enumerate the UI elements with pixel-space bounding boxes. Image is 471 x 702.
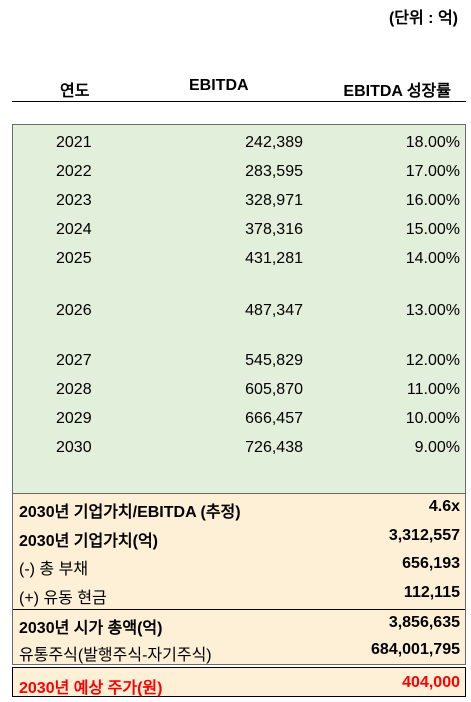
year-cell: 2026	[56, 302, 92, 319]
summary-row: 2030년 기업가치/EBITDA (추정) 4.6x	[13, 494, 465, 522]
divider	[13, 609, 465, 610]
header-ebitda: EBITDA	[189, 77, 249, 94]
year-cell: 2029	[56, 410, 92, 427]
ebitda-cell: 283,595	[245, 163, 303, 180]
ebitda-cell: 328,971	[245, 192, 303, 209]
table-row: 2029 666,457 10.00%	[13, 408, 465, 432]
unit-note: (단위 : 억)	[388, 10, 458, 27]
summary-label: 2030년 시가 총액(억)	[19, 620, 163, 637]
ebitda-cell: 605,870	[245, 381, 303, 398]
summary-row: (+) 유동 현금 112,115	[13, 580, 465, 608]
summary-label: 2030년 기업가치/EBITDA (추정)	[19, 504, 241, 521]
growth-cell: 13.00%	[405, 302, 460, 319]
table-row: 2024 378,316 15.00%	[13, 219, 465, 243]
ebitda-cell: 726,438	[245, 439, 303, 456]
growth-cell: 12.00%	[405, 352, 460, 369]
year-cell: 2030	[56, 439, 92, 456]
ebitda-cell: 487,347	[245, 302, 303, 319]
expected-share-price-row: 2030년 예상 주가(원) 404,000	[12, 667, 466, 697]
ebitda-cell: 431,281	[245, 250, 303, 267]
summary-label: 2030년 기업가치(억)	[19, 533, 159, 550]
table-row: 2027 545,829 12.00%	[13, 350, 465, 374]
table-row: 2030 726,438 9.00%	[13, 437, 465, 461]
table-row: 2022 283,595 17.00%	[13, 161, 465, 185]
table-row: 2021 242,389 18.00%	[13, 132, 465, 156]
year-cell: 2024	[56, 221, 92, 238]
ebitda-table-body: 2021 242,389 18.00% 2022 283,595 17.00% …	[12, 124, 466, 493]
table-header: 연도 EBITDA EBITDA 성장률	[12, 75, 466, 102]
table-row: 2023 328,971 16.00%	[13, 190, 465, 214]
growth-cell: 10.00%	[405, 410, 460, 427]
final-value: 404,000	[402, 674, 460, 691]
summary-row: 2030년 기업가치(억) 3,312,557	[13, 523, 465, 551]
ebitda-cell: 666,457	[245, 410, 303, 427]
table-row: 2026 487,347 13.00%	[13, 300, 465, 324]
summary-label: 유통주식(발행주식-자기주식)	[19, 647, 212, 664]
ebitda-cell: 378,316	[245, 221, 303, 238]
summary-value: 3,856,635	[388, 614, 460, 631]
summary-value: 684,001,795	[371, 641, 460, 658]
growth-cell: 15.00%	[405, 221, 460, 238]
summary-label: (-) 총 부채	[19, 561, 89, 578]
year-cell: 2022	[56, 163, 92, 180]
summary-label: (+) 유동 현금	[19, 590, 107, 607]
year-cell: 2021	[56, 134, 92, 151]
summary-row: (-) 총 부채 656,193	[13, 551, 465, 579]
growth-cell: 18.00%	[405, 134, 460, 151]
summary-value: 656,193	[402, 555, 460, 572]
growth-cell: 16.00%	[405, 192, 460, 209]
summary-value: 3,312,557	[388, 527, 460, 544]
header-year: 연도	[60, 83, 90, 100]
summary-value: 4.6x	[428, 498, 460, 515]
growth-cell: 14.00%	[405, 250, 460, 267]
table-row: 2028 605,870 11.00%	[13, 379, 465, 403]
year-cell: 2023	[56, 192, 92, 209]
year-cell: 2027	[56, 352, 92, 369]
summary-row: 유통주식(발행주식-자기주식) 684,001,795	[13, 637, 465, 665]
ebitda-cell: 242,389	[245, 134, 303, 151]
valuation-summary: 2030년 기업가치/EBITDA (추정) 4.6x 2030년 기업가치(억…	[12, 493, 466, 665]
growth-cell: 17.00%	[405, 163, 460, 180]
header-growth: EBITDA 성장률	[343, 83, 451, 100]
year-cell: 2025	[56, 250, 92, 267]
final-label: 2030년 예상 주가(원)	[19, 680, 163, 697]
summary-value: 112,115	[403, 584, 460, 601]
growth-cell: 9.00%	[414, 439, 460, 456]
summary-row: 2030년 시가 총액(억) 3,856,635	[13, 610, 465, 638]
year-cell: 2028	[56, 381, 92, 398]
ebitda-cell: 545,829	[245, 352, 303, 369]
growth-cell: 11.00%	[406, 381, 460, 398]
table-row: 2025 431,281 14.00%	[13, 248, 465, 272]
